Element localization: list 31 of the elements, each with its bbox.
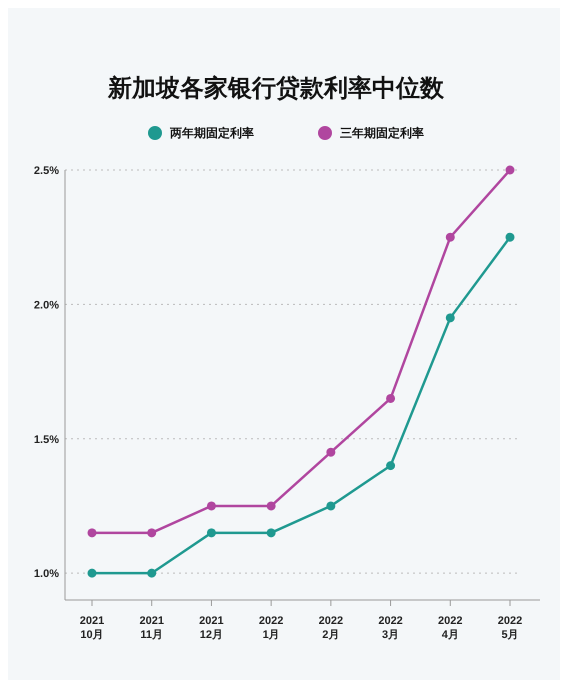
point (88, 528, 96, 538)
x-tick-label: 2022 1月 (258, 615, 284, 641)
y-tick-label: 2.0% (34, 299, 60, 312)
point (206, 501, 216, 510)
point (386, 394, 396, 403)
point (446, 232, 455, 242)
point (147, 568, 156, 578)
y-tick-label: 1.0% (34, 568, 60, 580)
point (386, 461, 396, 470)
x-tick-label: 2022 5月 (498, 615, 522, 641)
point (206, 528, 216, 538)
x-tick-label: 2022 2月 (318, 615, 344, 641)
x-tick-label: 2022 3月 (378, 615, 403, 641)
x-tick-label: 2021 11月 (139, 615, 164, 641)
point (326, 448, 336, 457)
x-tick-label: 2021 10月 (80, 615, 104, 641)
x-tick-label: 2021 12月 (199, 615, 224, 641)
y-tick-label: 2.5% (34, 165, 60, 177)
legend-label: 两年期固定利率 (169, 126, 254, 140)
point (266, 528, 276, 538)
chart-title: 新加坡各家银行贷款利率中位数 (107, 75, 445, 102)
point (88, 568, 96, 578)
point (326, 501, 336, 510)
point (506, 232, 514, 242)
point (147, 528, 156, 538)
y-tick-label: 1.5% (34, 434, 60, 446)
point (506, 166, 514, 174)
point (446, 313, 455, 322)
legend-label: 三年期固定利率 (340, 126, 424, 140)
point (266, 501, 276, 510)
x-tick-label: 2022 4月 (438, 615, 463, 641)
